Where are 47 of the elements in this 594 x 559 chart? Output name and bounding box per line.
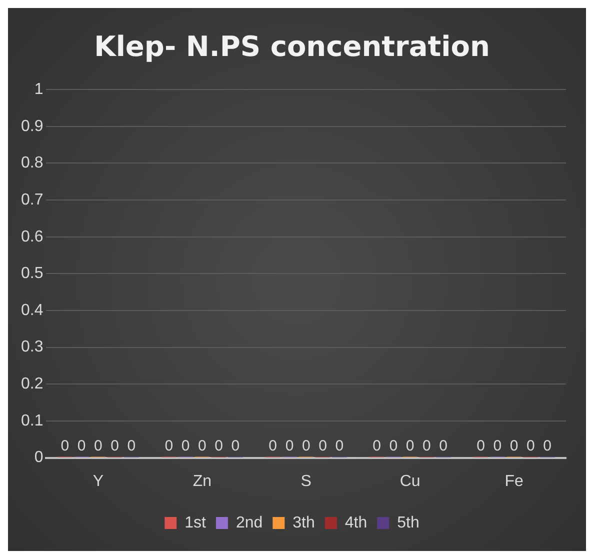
data-label: 0 <box>439 437 448 454</box>
y-tick-label: 0.6 <box>20 228 44 246</box>
x-tick-label: Cu <box>400 472 420 490</box>
x-tick-label: Y <box>92 472 104 490</box>
y-tick-label: 0.9 <box>20 118 44 135</box>
data-label: 0 <box>372 437 381 454</box>
y-tick-label: 0.5 <box>20 265 44 282</box>
chart-title: Klep- N.PS concentration <box>94 30 490 64</box>
data-label: 0 <box>231 437 240 454</box>
data-label: 0 <box>127 437 136 454</box>
data-label: 0 <box>198 437 206 454</box>
y-tick-label: 0.1 <box>20 412 44 430</box>
data-label: 0 <box>510 437 518 454</box>
data-label: 0 <box>476 437 485 454</box>
legend-label: 5th <box>397 514 420 532</box>
y-tick-label: 0.4 <box>20 302 44 319</box>
data-label: 0 <box>422 437 431 454</box>
data-label: 0 <box>94 437 102 454</box>
data-label: 0 <box>318 437 327 454</box>
x-tick-label: S <box>300 472 312 490</box>
data-label: 0 <box>526 437 535 454</box>
x-tick-label: Zn <box>192 472 212 490</box>
data-label: 0 <box>285 437 294 454</box>
data-label: 0 <box>164 437 174 454</box>
data-label: 0 <box>110 437 120 454</box>
data-label: 0 <box>493 437 502 454</box>
legend-label: 3th <box>292 514 315 532</box>
data-label: 0 <box>406 437 414 454</box>
data-label: 0 <box>335 437 344 454</box>
legend-label: 2nd <box>236 514 263 532</box>
y-tick-label: 1 <box>34 81 44 98</box>
data-label: 0 <box>214 437 223 454</box>
data-label: 0 <box>389 437 398 454</box>
data-label: 0 <box>181 437 190 454</box>
y-tick-label: 0 <box>34 449 44 466</box>
data-label: 0 <box>268 437 278 454</box>
legend-label: 4th <box>344 514 368 532</box>
legend-label: 1st <box>184 514 207 532</box>
data-label: 0 <box>77 437 86 454</box>
data-label: 0 <box>60 437 70 454</box>
y-tick-label: 0.2 <box>20 376 44 393</box>
x-tick-label: Fe <box>504 472 524 490</box>
data-label: 0 <box>302 437 310 454</box>
y-tick-label: 0.7 <box>20 191 44 208</box>
y-tick-label: 0.3 <box>20 338 44 356</box>
y-tick-label: 0.8 <box>20 154 44 172</box>
data-label: 0 <box>543 437 552 454</box>
